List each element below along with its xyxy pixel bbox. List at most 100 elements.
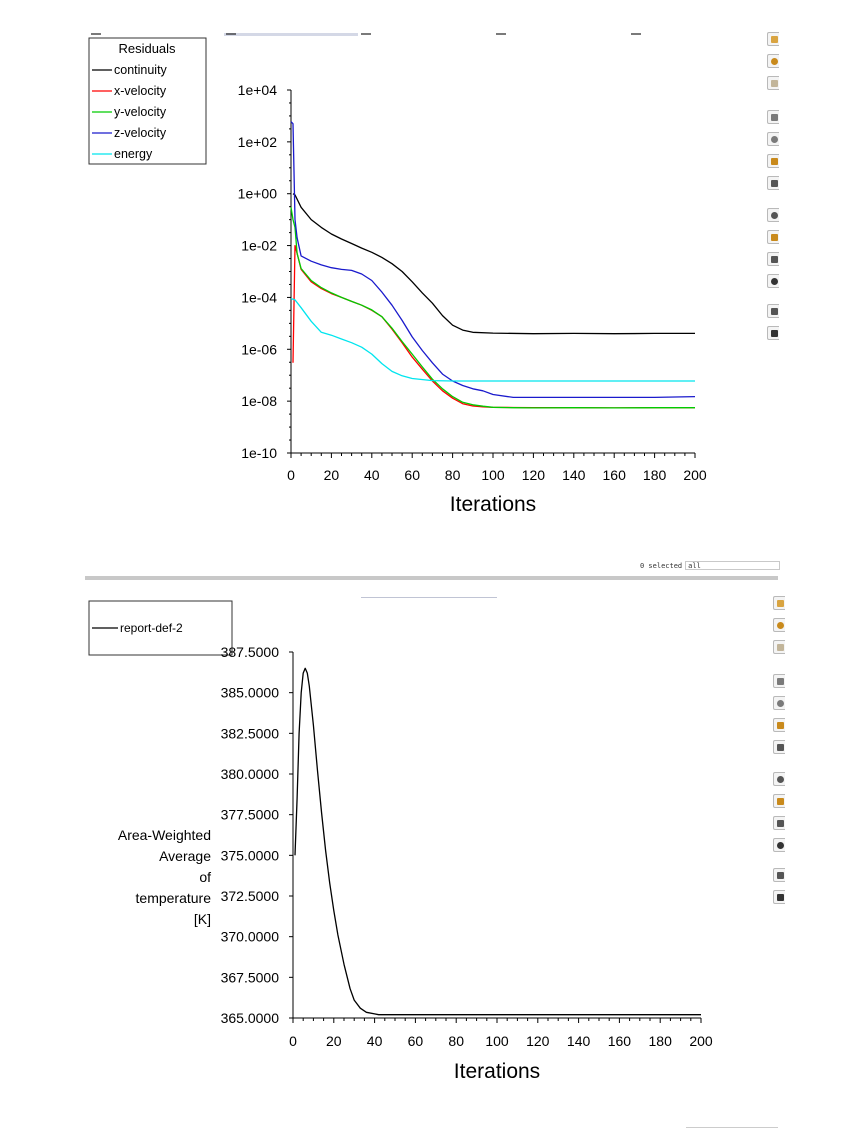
isometric-icon <box>771 136 778 143</box>
legend-item-label: energy <box>114 147 153 161</box>
status-divider <box>686 1127 778 1128</box>
view-button[interactable] <box>773 718 785 732</box>
y-tick-label: 1e+04 <box>238 82 278 98</box>
y-tick-label: 1e-04 <box>241 289 277 305</box>
y-tick-label: 367.5000 <box>221 969 280 985</box>
fit-icon <box>771 114 778 121</box>
x-tick-label: 0 <box>287 467 295 483</box>
y-axis-label-line: temperature <box>136 890 212 906</box>
settings-icon <box>771 330 778 337</box>
x-tick-label: 20 <box>324 467 340 483</box>
y-axis-label-line: Area-Weighted <box>118 827 211 843</box>
view-button[interactable] <box>767 154 779 168</box>
x-tick-label: 20 <box>326 1033 342 1049</box>
chart-button[interactable] <box>767 208 779 222</box>
rotate-button[interactable] <box>767 54 779 68</box>
pan-button[interactable] <box>773 596 785 610</box>
tab-indicator[interactable] <box>361 597 497 598</box>
x-tick-label: 80 <box>445 467 461 483</box>
isometric-button[interactable] <box>773 696 785 710</box>
view-icon <box>777 722 784 729</box>
isometric-button[interactable] <box>767 132 779 146</box>
x-tick-label: 140 <box>562 467 586 483</box>
report-legend: report-def-2 <box>88 600 233 656</box>
y-axis-label-line: of <box>199 869 211 885</box>
probe-button[interactable] <box>767 230 779 244</box>
panel-divider[interactable] <box>85 576 778 580</box>
y-axis-label: Area-Weighted Average of temperature [K] <box>118 827 211 927</box>
legend-item-label: x-velocity <box>114 84 167 98</box>
y-axis-label-line: Average <box>159 848 211 864</box>
y-tick-label: 380.0000 <box>221 766 280 782</box>
y-tick-label: 1e-08 <box>241 393 277 409</box>
legend-title: Residuals <box>118 41 176 56</box>
chart-icon <box>771 212 778 219</box>
undo-button[interactable] <box>773 740 785 754</box>
fit-button[interactable] <box>767 110 779 124</box>
print-button[interactable] <box>773 838 785 852</box>
settings-button[interactable] <box>767 326 779 340</box>
window-icon <box>777 872 784 879</box>
y-tick-label: 1e-06 <box>241 341 277 357</box>
residuals-plot: Residuals continuity x-velocity y-velocity… <box>88 33 707 516</box>
rotate-icon <box>777 622 784 629</box>
probe-icon <box>771 234 778 241</box>
x-tick-label: 160 <box>603 467 627 483</box>
y-tick-label: 365.0000 <box>221 1010 280 1026</box>
y-tick-label: 370.0000 <box>221 929 280 945</box>
report-button[interactable] <box>773 816 785 830</box>
pan-button[interactable] <box>767 32 779 46</box>
fit-button[interactable] <box>773 674 785 688</box>
y-tick-label: 1e-10 <box>241 445 277 461</box>
y-tick-label: 1e+00 <box>238 186 278 202</box>
x-tick-label: 80 <box>448 1033 464 1049</box>
chart-icon <box>777 776 784 783</box>
residuals-legend: Residuals continuity x-velocity y-velocity… <box>88 37 207 165</box>
y-tick-label: 1e+02 <box>238 134 278 150</box>
isometric-icon <box>777 700 784 707</box>
settings-button[interactable] <box>773 890 785 904</box>
zoom-icon <box>777 644 784 651</box>
x-tick-label: 40 <box>367 1033 383 1049</box>
x-tick-label: 60 <box>404 467 420 483</box>
y-tick-label: 1e-02 <box>241 238 277 254</box>
selection-filter: 0 selected all <box>640 561 781 570</box>
undo-button[interactable] <box>767 176 779 190</box>
report-button[interactable] <box>767 252 779 266</box>
filter-input[interactable]: all <box>685 561 781 570</box>
legend-item-label: report-def-2 <box>120 621 183 635</box>
x-tick-label: 0 <box>289 1033 297 1049</box>
pan-icon <box>771 36 778 43</box>
series-line-report-def-2 <box>294 667 701 1016</box>
window-button[interactable] <box>767 304 779 318</box>
settings-icon <box>777 894 784 901</box>
rotate-button[interactable] <box>773 618 785 632</box>
x-axis-label: Iterations <box>450 493 536 516</box>
probe-button[interactable] <box>773 794 785 808</box>
y-axis: 387.5000 385.0000 382.5000 380.0000 377.5000… <box>221 644 294 1026</box>
legend-item-label: continuity <box>114 63 168 77</box>
report-plot: report-def-2 Area-Weighted Average of tempe… <box>88 600 713 1083</box>
x-tick-label: 100 <box>481 467 505 483</box>
window-icon <box>771 308 778 315</box>
y-axis: 1e+04 1e+02 1e+00 1e-02 1e-04 1e-06 1e-08 1e-10 <box>238 82 292 461</box>
series-line-y-velocity <box>290 207 695 409</box>
x-axis: 0 20 40 60 80 100 120 140 160 180 200 <box>289 1017 713 1049</box>
legend-item-label: y-velocity <box>114 105 167 119</box>
y-tick-label: 377.5000 <box>221 807 280 823</box>
x-axis: 0 20 40 60 80 100 120 140 160 180 200 <box>287 452 707 483</box>
report-icon <box>777 820 784 827</box>
zoom-button[interactable] <box>767 76 779 90</box>
chart-button[interactable] <box>773 772 785 786</box>
x-tick-label: 120 <box>526 1033 550 1049</box>
print-button[interactable] <box>767 274 779 288</box>
x-tick-label: 140 <box>567 1033 591 1049</box>
tab-indicator[interactable] <box>224 33 358 36</box>
selection-count: 0 selected <box>640 561 683 570</box>
fit-icon <box>777 678 784 685</box>
zoom-button[interactable] <box>773 640 785 654</box>
window-button[interactable] <box>773 868 785 882</box>
undo-icon <box>771 180 778 187</box>
series-line-z-velocity <box>290 121 696 399</box>
y-tick-label: 385.0000 <box>221 685 280 701</box>
